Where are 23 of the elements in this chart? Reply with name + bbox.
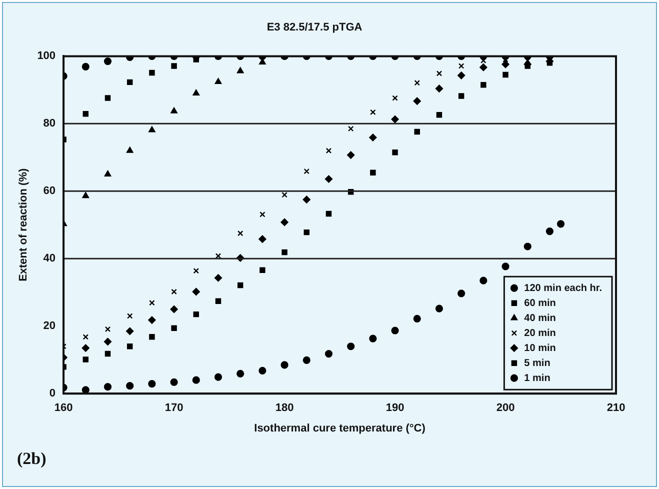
legend-label: 120 min each hr. xyxy=(524,282,602,294)
x-tick-label: 180 xyxy=(275,402,294,414)
y-tick-label: 60 xyxy=(43,185,56,198)
chart-title: E3 82.5/17.5 pTGA xyxy=(266,22,362,34)
x-tick-label: 190 xyxy=(386,402,404,414)
y-tick-label: 40 xyxy=(43,252,56,265)
x-tick-label: 160 xyxy=(54,402,73,414)
y-tick-label: 80 xyxy=(43,118,56,130)
x-tick-label: 200 xyxy=(496,402,515,414)
y-tick-label: 20 xyxy=(43,320,56,332)
x-tick-label: 170 xyxy=(164,402,184,414)
x-axis-title: Isothermal cure temperature (°C) xyxy=(254,422,426,434)
x-tick-label: 210 xyxy=(606,402,626,414)
legend-label: 40 min xyxy=(524,312,556,324)
legend-label: 5 min xyxy=(524,358,550,369)
text: (2b) xyxy=(17,449,46,469)
y-tick-label: 100 xyxy=(37,50,56,62)
legend-label: 20 min xyxy=(524,328,556,339)
legend-label: 60 min xyxy=(524,298,556,309)
y-tick-label: 0 xyxy=(49,388,56,400)
legend-label: 1 min xyxy=(524,372,550,384)
legend-label: 10 min xyxy=(524,342,556,354)
y-axis-title: Extent of reaction (%) xyxy=(18,168,30,282)
